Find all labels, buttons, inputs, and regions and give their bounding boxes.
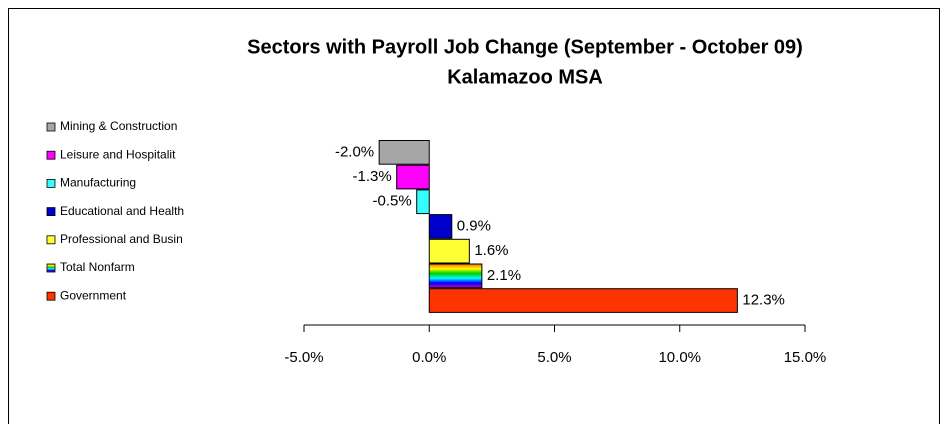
legend-swatch xyxy=(46,235,56,245)
chart-subtitle: Kalamazoo MSA xyxy=(447,66,603,88)
legend-label: Educational and Health xyxy=(60,204,184,218)
legend-swatch xyxy=(46,178,56,188)
legend-label: Manufacturing xyxy=(60,176,136,190)
legend-swatch xyxy=(46,263,56,273)
bar xyxy=(428,288,738,313)
value-label: 0.9% xyxy=(457,217,491,234)
legend-swatch xyxy=(46,150,56,160)
value-label: 12.3% xyxy=(742,292,785,309)
value-label: 2.1% xyxy=(487,267,521,284)
legend-label: Government xyxy=(60,288,127,302)
bar xyxy=(428,263,483,289)
x-tick-label: 0.0% xyxy=(412,349,446,366)
x-tick-label: 5.0% xyxy=(537,349,571,366)
value-label: -0.5% xyxy=(373,193,412,210)
legend-swatch xyxy=(46,207,56,217)
bar xyxy=(416,189,430,215)
legend-label: Total Nonfarm xyxy=(60,260,135,274)
bar xyxy=(428,214,453,239)
legend-label: Leisure and Hospitalit xyxy=(60,147,176,161)
legend-swatch xyxy=(46,122,56,132)
value-label: -2.0% xyxy=(335,143,374,160)
x-tick-label: -5.0% xyxy=(284,349,323,366)
value-label: -1.3% xyxy=(352,168,391,185)
bar xyxy=(396,164,430,190)
chart-title: Sectors with Payroll Job Change (Septemb… xyxy=(247,36,803,58)
value-label: 1.6% xyxy=(474,242,508,259)
legend-label: Mining & Construction xyxy=(60,119,177,133)
x-tick-label: 10.0% xyxy=(658,349,701,366)
x-tick-label: 15.0% xyxy=(784,349,827,366)
legend-swatch xyxy=(46,291,56,301)
bar xyxy=(378,140,430,165)
legend-label: Professional and Busin xyxy=(60,232,183,246)
chart-frame xyxy=(8,8,940,424)
bar xyxy=(428,238,470,264)
